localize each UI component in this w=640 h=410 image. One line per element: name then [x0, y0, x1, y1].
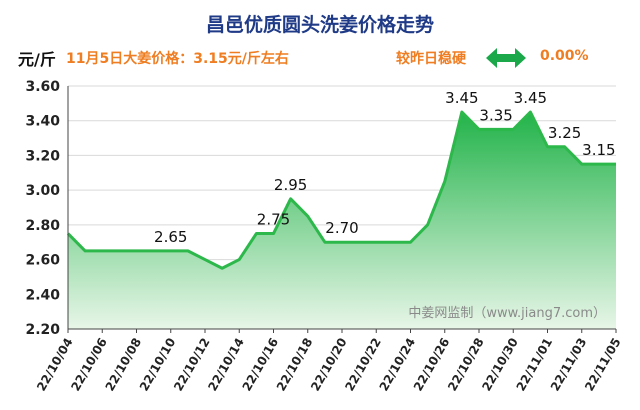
data-label: 3.25 — [548, 124, 581, 142]
price-line — [66, 110, 616, 270]
data-label: 3.15 — [582, 141, 615, 159]
data-label: 3.45 — [514, 89, 547, 107]
y-tick-label: 2.20 — [25, 322, 60, 338]
y-tick-label: 3.60 — [25, 79, 60, 95]
watermark: 中姜网监制（www.jiang7.com） — [408, 306, 606, 321]
y-tick-label: 3.40 — [25, 114, 60, 130]
price-note: 11月5日大姜价格：3.15元/斤左右 — [66, 51, 289, 67]
double-arrow-icon — [486, 48, 526, 68]
y-tick-label: 3.00 — [25, 183, 60, 199]
data-label: 2.75 — [257, 211, 290, 229]
y-tick-label: 3.20 — [25, 148, 60, 164]
trend-value: 0.00% — [540, 48, 589, 64]
data-label: 2.95 — [274, 176, 307, 194]
trend-label: 较昨日稳硬 — [396, 51, 466, 67]
page-title: 昌邑优质圆头洗姜价格走势 — [205, 14, 434, 36]
data-label: 2.65 — [154, 228, 187, 246]
data-label: 3.45 — [445, 89, 478, 107]
data-label: 3.35 — [479, 106, 512, 124]
y-axis-unit: 元/斤 — [18, 50, 56, 69]
y-tick-label: 2.60 — [25, 253, 60, 269]
price-area — [68, 112, 616, 330]
y-tick-label: 2.80 — [25, 218, 60, 234]
data-label: 2.70 — [325, 219, 358, 237]
y-tick-label: 2.40 — [25, 287, 60, 303]
